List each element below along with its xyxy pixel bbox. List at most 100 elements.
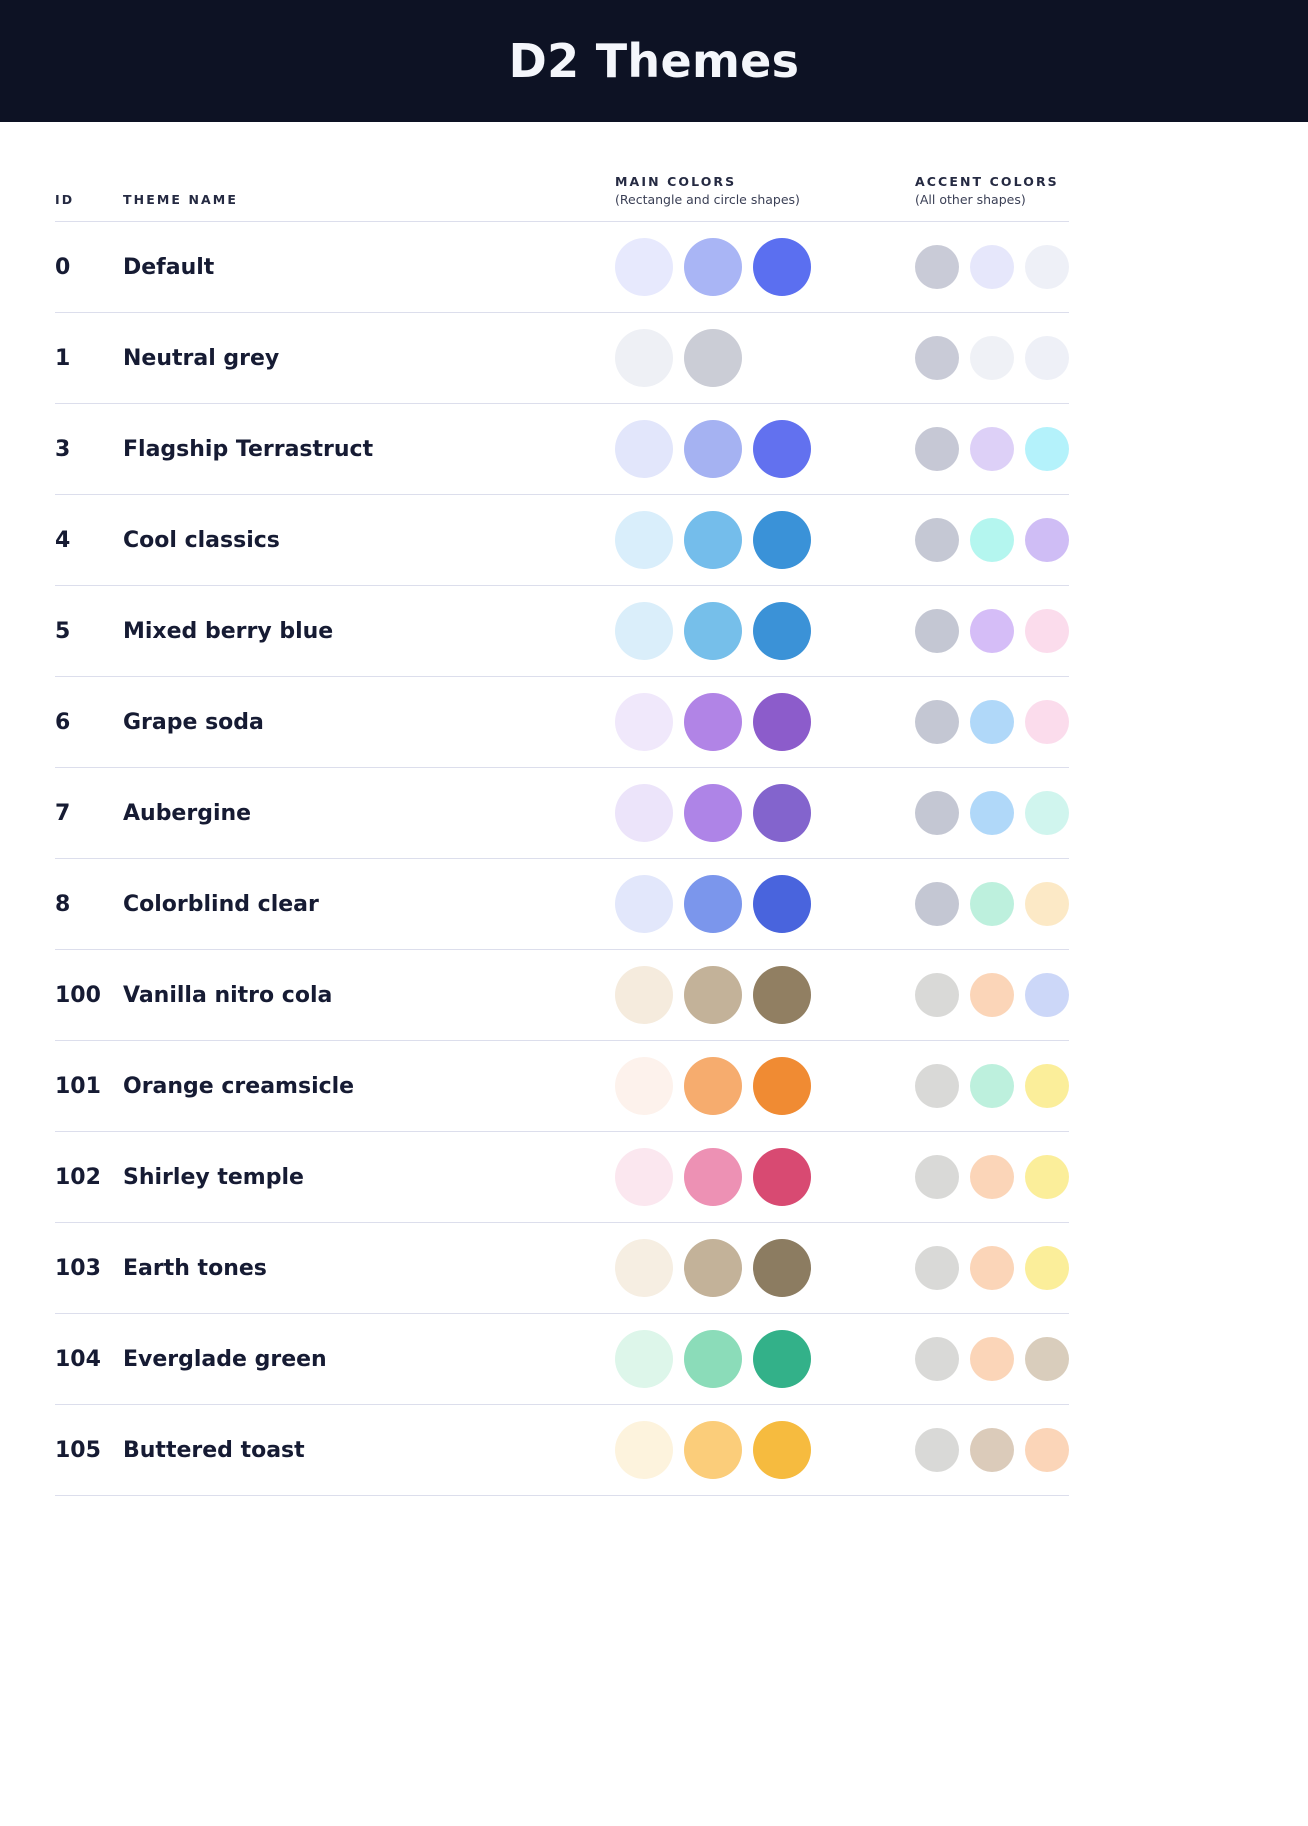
main-color-swatch-1 [615, 1148, 673, 1206]
accent-color-swatch-2 [970, 1246, 1014, 1290]
accent-color-swatch-2 [970, 791, 1014, 835]
accent-color-swatches [915, 973, 1069, 1017]
table-row[interactable]: 7 Aubergine [55, 768, 1069, 859]
accent-color-swatch-3 [1025, 1428, 1069, 1472]
accent-color-swatch-1 [915, 245, 959, 289]
main-color-swatch-2 [684, 966, 742, 1024]
main-color-swatch-3 [753, 784, 811, 842]
main-color-swatch-3 [753, 420, 811, 478]
table-row[interactable]: 102 Shirley temple [55, 1132, 1069, 1223]
theme-id: 103 [55, 1255, 101, 1281]
main-color-swatch-3 [753, 966, 811, 1024]
page-title: D2 Themes [508, 34, 800, 88]
table-row[interactable]: 103 Earth tones [55, 1223, 1069, 1314]
accent-color-swatch-2 [970, 1155, 1014, 1199]
table-row[interactable]: 1 Neutral grey [55, 313, 1069, 404]
main-color-swatch-2 [684, 784, 742, 842]
main-color-swatch-2 [684, 420, 742, 478]
main-color-swatch-2 [684, 1057, 742, 1115]
main-color-swatch-3 [753, 693, 811, 751]
theme-id: 4 [55, 527, 71, 553]
main-color-swatch-1 [615, 966, 673, 1024]
accent-color-swatch-1 [915, 700, 959, 744]
accent-color-swatch-2 [970, 1428, 1014, 1472]
accent-color-swatch-3 [1025, 1155, 1069, 1199]
main-color-swatches [615, 1421, 915, 1479]
table-row[interactable]: 0 Default [55, 222, 1069, 313]
table-row[interactable]: 8 Colorblind clear [55, 859, 1069, 950]
accent-color-swatch-2 [970, 882, 1014, 926]
theme-name: Grape soda [123, 709, 264, 735]
accent-color-swatch-1 [915, 882, 959, 926]
main-color-swatch-3 [753, 238, 811, 296]
accent-color-swatch-1 [915, 1155, 959, 1199]
theme-name: Mixed berry blue [123, 618, 334, 644]
accent-color-swatch-1 [915, 1428, 959, 1472]
table-row[interactable]: 4 Cool classics [55, 495, 1069, 586]
main-color-swatch-3 [753, 1330, 811, 1388]
main-color-swatch-3 [753, 1421, 811, 1479]
main-color-swatches [615, 784, 915, 842]
accent-color-swatches [915, 1246, 1069, 1290]
theme-id: 101 [55, 1073, 101, 1099]
main-color-swatch-2 [684, 1330, 742, 1388]
accent-color-swatch-3 [1025, 882, 1069, 926]
main-color-swatch-2 [684, 1148, 742, 1206]
theme-id: 3 [55, 436, 71, 462]
table-row[interactable]: 100 Vanilla nitro cola [55, 950, 1069, 1041]
main-color-swatches [615, 420, 915, 478]
main-color-swatch-1 [615, 784, 673, 842]
table-row[interactable]: 5 Mixed berry blue [55, 586, 1069, 677]
main-color-swatch-2 [684, 238, 742, 296]
accent-color-swatch-1 [915, 518, 959, 562]
theme-name: Cool classics [123, 527, 280, 553]
table-row[interactable]: 104 Everglade green [55, 1314, 1069, 1405]
main-color-swatch-2 [684, 511, 742, 569]
main-color-swatches [615, 511, 915, 569]
accent-color-swatches [915, 791, 1069, 835]
accent-color-swatch-1 [915, 973, 959, 1017]
main-color-swatch-2 [684, 602, 742, 660]
main-color-swatches [615, 1239, 915, 1297]
main-color-swatch-1 [615, 1057, 673, 1115]
main-color-swatch-1 [615, 511, 673, 569]
accent-color-swatch-3 [1025, 336, 1069, 380]
accent-color-swatch-1 [915, 336, 959, 380]
accent-color-swatch-1 [915, 609, 959, 653]
table-row[interactable]: 6 Grape soda [55, 677, 1069, 768]
theme-name: Default [123, 254, 215, 280]
main-color-swatches [615, 238, 915, 296]
main-color-swatch-2 [684, 875, 742, 933]
theme-name: Buttered toast [123, 1437, 305, 1463]
accent-color-swatches [915, 609, 1069, 653]
main-color-swatch-1 [615, 329, 673, 387]
accent-color-swatches [915, 427, 1069, 471]
column-header-theme-name: THEME NAME [123, 192, 238, 207]
accent-color-swatches [915, 1155, 1069, 1199]
main-color-swatch-1 [615, 1330, 673, 1388]
main-color-swatch-1 [615, 1239, 673, 1297]
theme-id: 1 [55, 345, 71, 371]
accent-color-swatches [915, 1064, 1069, 1108]
main-color-swatch-3 [753, 602, 811, 660]
accent-color-swatch-2 [970, 1337, 1014, 1381]
theme-id: 102 [55, 1164, 101, 1190]
accent-color-swatch-2 [970, 700, 1014, 744]
main-color-swatches [615, 693, 915, 751]
table-row[interactable]: 3 Flagship Terrastruct [55, 404, 1069, 495]
theme-id: 105 [55, 1437, 101, 1463]
accent-color-swatches [915, 1337, 1069, 1381]
accent-color-swatch-3 [1025, 700, 1069, 744]
theme-name: Aubergine [123, 800, 252, 826]
accent-color-swatches [915, 882, 1069, 926]
main-color-swatches [615, 1148, 915, 1206]
main-color-swatch-3 [753, 1057, 811, 1115]
main-color-swatch-3 [753, 1239, 811, 1297]
column-header-main-colors: MAIN COLORS (Rectangle and circle shapes… [615, 174, 800, 207]
table-row[interactable]: 101 Orange creamsicle [55, 1041, 1069, 1132]
table-row[interactable]: 105 Buttered toast [55, 1405, 1069, 1496]
main-color-swatch-3 [753, 329, 811, 387]
main-color-swatches [615, 875, 915, 933]
accent-color-swatch-2 [970, 973, 1014, 1017]
accent-color-swatches [915, 245, 1069, 289]
